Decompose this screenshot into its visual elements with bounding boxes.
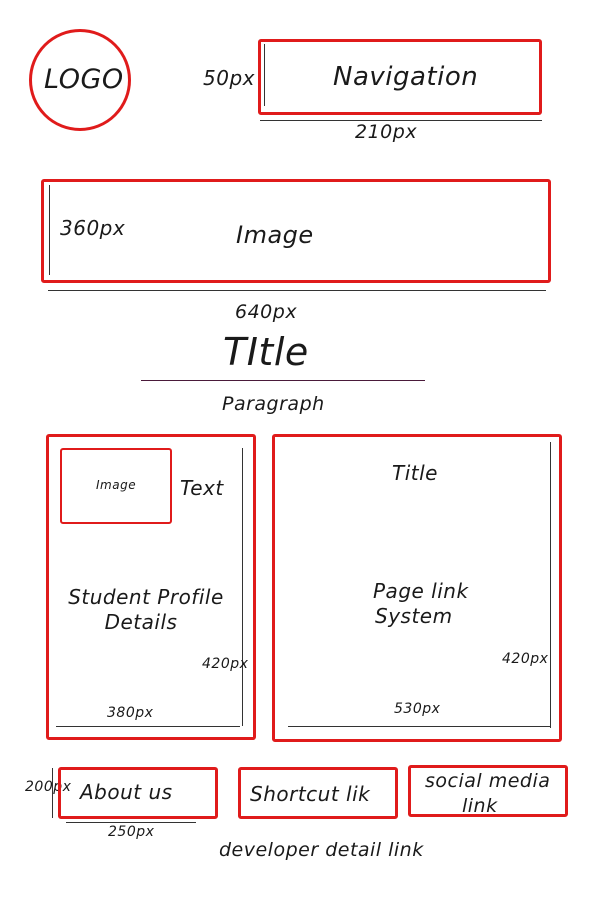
profile-height-label: 420px bbox=[202, 656, 249, 672]
profile-width-label: 380px bbox=[107, 705, 154, 721]
links-width-marker bbox=[288, 726, 550, 727]
social-media-box bbox=[408, 765, 568, 817]
hero-height-marker bbox=[49, 185, 50, 275]
logo-circle bbox=[29, 29, 131, 131]
profile-height-marker bbox=[242, 448, 243, 726]
links-line1: Page link bbox=[373, 579, 469, 603]
page-title: TItle bbox=[223, 330, 309, 374]
shortcut-label: Shortcut lik bbox=[250, 782, 371, 806]
nav-width-label: 210px bbox=[355, 121, 418, 143]
links-width-label: 530px bbox=[394, 701, 441, 717]
about-width-label: 250px bbox=[108, 824, 155, 840]
social-line1: social media bbox=[425, 770, 551, 792]
about-us-box bbox=[58, 767, 218, 819]
profile-text-label: Text bbox=[180, 476, 224, 500]
footer-height-marker bbox=[52, 768, 53, 818]
profile-details-line2: Details bbox=[104, 610, 178, 634]
hero-height-label: 360px bbox=[60, 216, 126, 240]
profile-image-label: Image bbox=[96, 478, 137, 492]
profile-width-marker bbox=[56, 726, 240, 727]
links-line2: System bbox=[375, 604, 453, 628]
nav-height-label: 50px bbox=[203, 66, 255, 90]
hero-width-label: 640px bbox=[235, 301, 298, 323]
navigation-box bbox=[258, 39, 542, 115]
profile-details-line1: Student Profile bbox=[68, 585, 224, 609]
social-line2: link bbox=[462, 795, 498, 817]
links-card bbox=[272, 434, 562, 742]
profile-image-box bbox=[60, 448, 172, 524]
nav-height-marker bbox=[264, 44, 265, 106]
paragraph-label: Paragraph bbox=[222, 393, 325, 415]
links-height-marker bbox=[550, 442, 551, 728]
about-width-marker bbox=[66, 822, 196, 823]
links-height-label: 420px bbox=[502, 651, 549, 667]
about-us-label: About us bbox=[80, 780, 173, 804]
nav-width-marker bbox=[260, 120, 542, 121]
hero-image-box bbox=[41, 179, 551, 283]
profile-card bbox=[46, 434, 256, 740]
links-card-title: Title bbox=[392, 461, 438, 485]
title-underline bbox=[141, 380, 425, 381]
navigation-label: Navigation bbox=[333, 62, 479, 92]
hero-width-marker bbox=[48, 290, 546, 291]
logo-text: LOGO bbox=[44, 64, 124, 95]
hero-image-label: Image bbox=[236, 221, 314, 249]
shortcut-box bbox=[238, 767, 398, 819]
developer-detail-link: developer detail link bbox=[219, 839, 424, 861]
